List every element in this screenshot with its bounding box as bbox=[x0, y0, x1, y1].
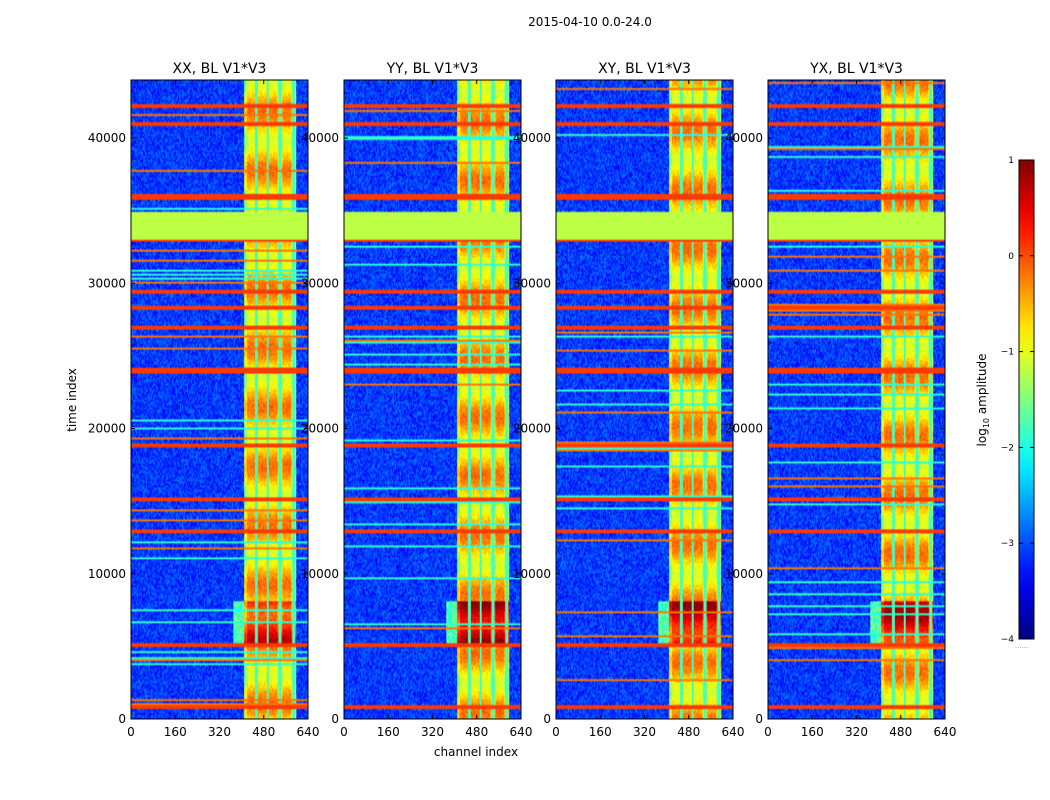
x-tick-label: 320 bbox=[208, 725, 231, 739]
y-tick-label: 0 bbox=[118, 712, 126, 726]
y-tick-label: 10000 bbox=[301, 567, 339, 581]
x-tick-label: 320 bbox=[633, 725, 656, 739]
x-tick-label: 0 bbox=[552, 725, 560, 739]
colorbar-label-sub: 10 bbox=[982, 418, 991, 428]
y-tick-label: 40000 bbox=[725, 131, 763, 145]
y-tick-label: 30000 bbox=[301, 276, 339, 290]
y-axis-label: time index bbox=[65, 368, 79, 432]
x-tick-label: 160 bbox=[801, 725, 824, 739]
colorbar-label: log10 amplitude bbox=[975, 354, 991, 447]
x-tick-label: 160 bbox=[377, 725, 400, 739]
y-tick-label: 40000 bbox=[88, 131, 126, 145]
y-tick-label: 0 bbox=[543, 712, 551, 726]
x-tick-label: 640 bbox=[510, 725, 533, 739]
x-tick-label: 480 bbox=[889, 725, 912, 739]
y-tick-label: 10000 bbox=[88, 567, 126, 581]
heatmap-image-yx bbox=[768, 80, 945, 719]
colorbar-tick-label: −1 bbox=[1001, 348, 1014, 358]
y-tick-label: 20000 bbox=[513, 422, 551, 436]
figure-title: 2015-04-10 0.0-24.0 bbox=[528, 15, 652, 29]
x-tick-label: 640 bbox=[722, 725, 745, 739]
x-tick-label: 0 bbox=[127, 725, 135, 739]
colorbar-tick-label: 0 bbox=[1008, 252, 1014, 262]
y-tick-label: 10000 bbox=[725, 567, 763, 581]
y-tick-label: 30000 bbox=[88, 276, 126, 290]
panel-yx: YX, BL V1*V3 0 160 320 480 640 0 10000 20000 3000… bbox=[725, 61, 957, 739]
x-axis-label: channel index bbox=[434, 745, 518, 759]
colorbar-ellipsis: ...... bbox=[1015, 642, 1028, 650]
x-tick-label: 320 bbox=[845, 725, 868, 739]
y-tick-label: 10000 bbox=[513, 567, 551, 581]
panel-title: XY, BL V1*V3 bbox=[598, 61, 691, 77]
heatmap-image-yy bbox=[344, 80, 521, 719]
heatmap-image-xy bbox=[556, 80, 733, 719]
panel-title: YY, BL V1*V3 bbox=[386, 61, 479, 77]
y-tick-label: 30000 bbox=[513, 276, 551, 290]
colorbar-gradient bbox=[1018, 159, 1035, 640]
colorbar-label-suffix: amplitude bbox=[975, 354, 989, 418]
panel-title: XX, BL V1*V3 bbox=[173, 61, 267, 77]
colorbar-tick-label: −3 bbox=[1001, 539, 1014, 549]
panel-yy: YY, BL V1*V3 0 160 320 480 640 0 10000 20000 3000… bbox=[301, 61, 533, 739]
x-tick-label: 640 bbox=[297, 725, 320, 739]
x-tick-label: 160 bbox=[589, 725, 612, 739]
y-tick-label: 30000 bbox=[725, 276, 763, 290]
y-tick-label: 0 bbox=[331, 712, 339, 726]
y-tick-label: 40000 bbox=[301, 131, 339, 145]
y-tick-label: 0 bbox=[755, 712, 763, 726]
colorbar-tick-label: −2 bbox=[1001, 443, 1014, 453]
x-tick-label: 320 bbox=[421, 725, 444, 739]
colorbar-tick-label: −4 bbox=[1001, 635, 1015, 645]
panel-xy: XY, BL V1*V3 0 160 320 480 640 0 10000 20000 3000… bbox=[513, 61, 745, 739]
colorbar-tick-label: 1 bbox=[1008, 156, 1014, 166]
panel-xx: XX, BL V1*V3 0 160 320 480 640 0 10000 20000 3000… bbox=[88, 61, 320, 739]
panel-title: YX, BL V1*V3 bbox=[809, 61, 903, 77]
colorbar-label-prefix: log bbox=[975, 428, 989, 446]
x-tick-label: 160 bbox=[164, 725, 187, 739]
panels-group: XX, BL V1*V3 0 160 320 480 640 0 10000 20000 3000… bbox=[88, 61, 957, 739]
x-tick-label: 0 bbox=[764, 725, 772, 739]
x-tick-label: 0 bbox=[340, 725, 348, 739]
y-tick-label: 20000 bbox=[88, 422, 126, 436]
y-tick-label: 20000 bbox=[301, 422, 339, 436]
colorbar: 10−1−2−3−4......log10 amplitude bbox=[975, 156, 1035, 650]
heatmap-image-xx bbox=[131, 80, 308, 719]
y-tick-label: 20000 bbox=[725, 422, 763, 436]
x-tick-label: 480 bbox=[252, 725, 275, 739]
x-tick-label: 640 bbox=[934, 725, 957, 739]
x-tick-label: 480 bbox=[465, 725, 488, 739]
y-tick-label: 40000 bbox=[513, 131, 551, 145]
x-tick-label: 480 bbox=[677, 725, 700, 739]
